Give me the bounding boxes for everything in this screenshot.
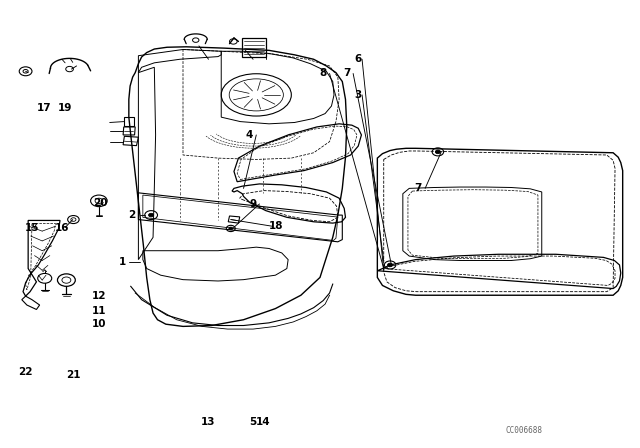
Text: 16: 16 [54,224,69,233]
Text: 2: 2 [128,210,135,220]
Circle shape [148,213,154,217]
Text: 11: 11 [92,306,106,316]
Text: 17: 17 [36,103,51,113]
Text: 4: 4 [246,130,253,140]
Text: 7: 7 [343,68,351,78]
Text: 18: 18 [269,221,284,231]
Circle shape [229,227,233,230]
Text: 8: 8 [319,68,326,78]
Text: 5: 5 [250,417,257,427]
Text: 13: 13 [201,417,216,427]
Text: 10: 10 [92,319,106,329]
Text: 19: 19 [58,103,72,113]
Circle shape [435,150,440,154]
Text: 14: 14 [255,417,270,427]
Text: 9: 9 [249,199,256,209]
Text: 20: 20 [93,198,108,207]
Text: 3: 3 [354,90,362,100]
Circle shape [388,263,393,267]
Text: 22: 22 [19,367,33,377]
Text: 6: 6 [354,54,362,64]
Text: 15: 15 [25,224,39,233]
Text: 7: 7 [415,183,422,194]
Text: CC006688: CC006688 [506,426,543,435]
Text: 12: 12 [92,291,106,301]
Text: 1: 1 [118,257,125,267]
Text: 21: 21 [66,370,81,380]
